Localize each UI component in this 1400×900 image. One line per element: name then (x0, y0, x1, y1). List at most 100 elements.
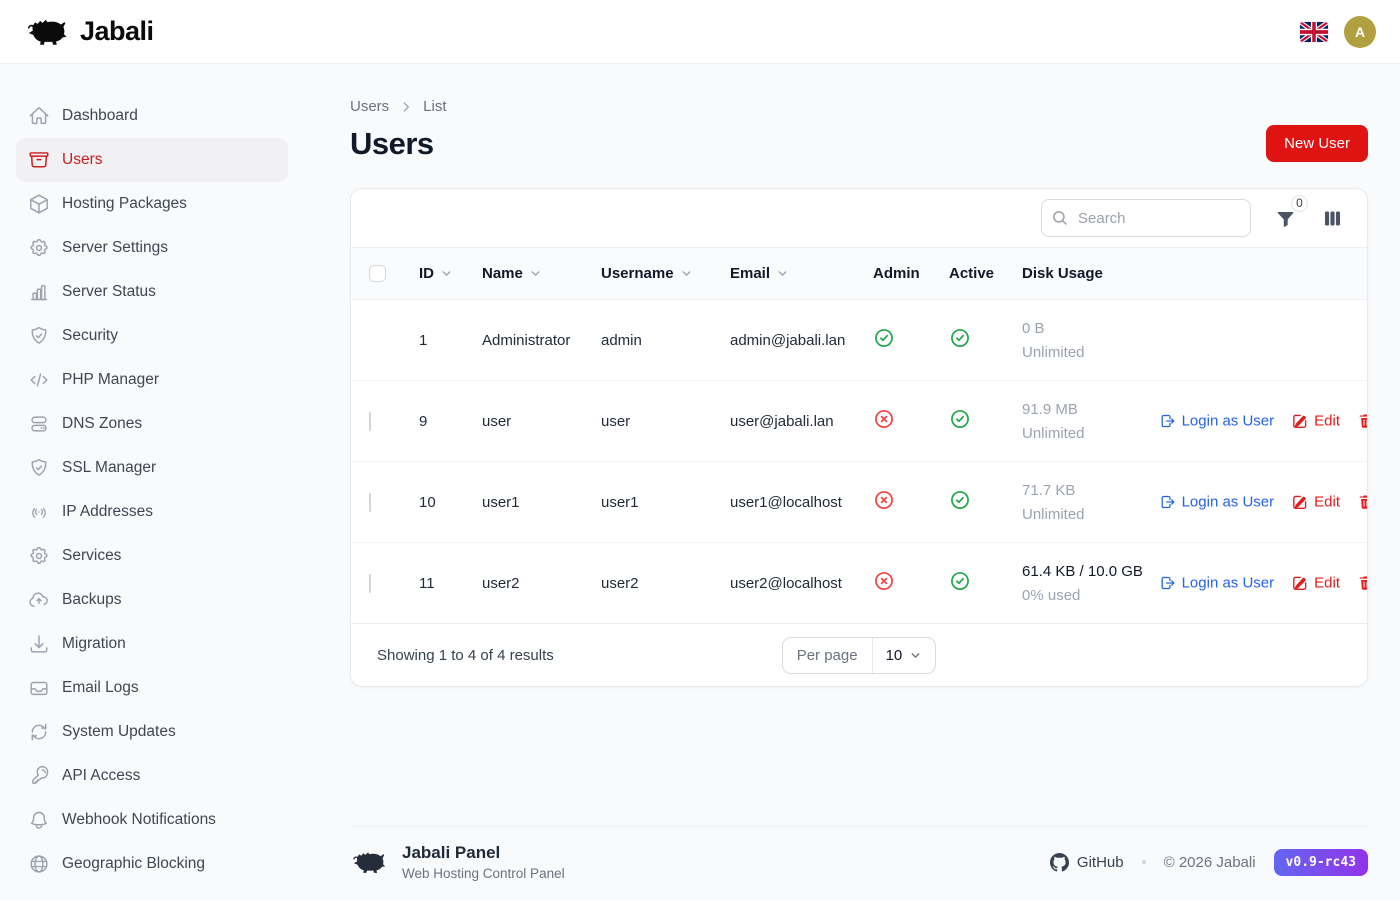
table-row: 1 Administrator admin admin@jabali.lan 0… (351, 300, 1367, 381)
sidebar-item-backups[interactable]: Backups (16, 578, 288, 622)
sidebar-item-label: Services (62, 547, 122, 564)
sidebar-item-server-status[interactable]: Server Status (16, 270, 288, 314)
delete-button[interactable] (1357, 575, 1367, 592)
boar-logo-icon (24, 15, 70, 48)
sidebar-item-security[interactable]: Security (16, 314, 288, 358)
arrow-down-tray-icon (28, 633, 50, 655)
sidebar-item-hosting-packages[interactable]: Hosting Packages (16, 182, 288, 226)
select-all-checkbox[interactable] (369, 265, 386, 282)
shield-check-icon (28, 325, 50, 347)
login-icon (1159, 494, 1176, 511)
cell-id: 10 (419, 493, 436, 511)
active-check-icon (949, 327, 1022, 353)
column-header-admin: Admin (873, 265, 920, 282)
edit-icon (1291, 413, 1308, 430)
cell-disk-usage: 0 B Unlimited (1022, 319, 1085, 361)
row-checkbox[interactable] (369, 492, 371, 512)
page-title: Users (350, 125, 434, 161)
column-header-name[interactable]: Name (482, 265, 601, 282)
footer-brand: Jabali Panel (402, 843, 501, 862)
edit-icon (1291, 494, 1308, 511)
per-page-label: Per page (783, 637, 873, 673)
funnel-icon (1277, 211, 1294, 227)
sidebar-item-geographic-blocking[interactable]: Geographic Blocking (16, 842, 288, 886)
github-link[interactable]: GitHub (1049, 852, 1124, 872)
copyright: © 2026 Jabali (1163, 853, 1256, 871)
active-check-icon (949, 408, 1022, 434)
version-badge[interactable]: v0.9-rc43 (1273, 848, 1368, 876)
cell-email: user2@localhost (730, 574, 842, 592)
table-pagination: Showing 1 to 4 of 4 results Per page 10 (351, 624, 1367, 686)
cell-id: 9 (419, 412, 428, 430)
server-icon (28, 413, 50, 435)
edit-button[interactable]: Edit (1291, 494, 1340, 511)
login-as-user-button[interactable]: Login as User (1159, 494, 1274, 511)
column-header-email[interactable]: Email (730, 265, 873, 282)
cell-username: user1 (601, 493, 639, 511)
trash-icon (1357, 413, 1367, 430)
sidebar-item-label: Backups (62, 591, 122, 608)
filter-count-badge: 0 (1291, 194, 1308, 212)
sidebar-item-label: PHP Manager (62, 371, 160, 388)
sidebar-item-ip-addresses[interactable]: IP Addresses (16, 490, 288, 534)
sidebar-item-dns-zones[interactable]: DNS Zones (16, 402, 288, 446)
sidebar-item-label: Migration (62, 635, 126, 652)
sidebar-item-label: Server Settings (62, 239, 168, 256)
filter-button[interactable]: 0 (1273, 194, 1308, 231)
sidebar-item-label: Geographic Blocking (62, 855, 206, 872)
column-header-username[interactable]: Username (601, 265, 730, 282)
sidebar-item-migration[interactable]: Migration (16, 622, 288, 666)
table-row: 11 user2 user2 user2@localhost 61.4 KB /… (351, 543, 1367, 624)
table-toolbar: 0 (351, 189, 1367, 247)
row-checkbox[interactable] (369, 411, 371, 431)
cube-icon (28, 193, 50, 215)
sidebar-item-system-updates[interactable]: System Updates (16, 710, 288, 754)
sidebar-item-server-settings[interactable]: Server Settings (16, 226, 288, 270)
user-avatar[interactable]: A (1344, 15, 1376, 48)
arrow-path-icon (28, 721, 50, 743)
edit-button[interactable]: Edit (1291, 413, 1340, 430)
signal-icon (28, 501, 50, 523)
sidebar-item-services[interactable]: Services (16, 534, 288, 578)
table-row: 10 user1 user1 user1@localhost 71.7 KB U… (351, 462, 1367, 543)
main-content: Users List Users New User 0 (304, 64, 1400, 900)
shield-check-icon (28, 457, 50, 479)
per-page-select[interactable]: Per page 10 (781, 636, 937, 674)
github-label: GitHub (1076, 853, 1124, 871)
row-checkbox[interactable] (369, 573, 371, 593)
new-user-button[interactable]: New User (1266, 125, 1368, 162)
login-as-user-button[interactable]: Login as User (1159, 413, 1274, 430)
sidebar-item-php-manager[interactable]: PHP Manager (16, 358, 288, 402)
sidebar-item-label: API Access (62, 767, 141, 784)
language-flag-icon[interactable] (1300, 21, 1328, 42)
code-bracket-icon (28, 369, 50, 391)
sidebar-item-users[interactable]: Users (16, 138, 288, 182)
column-header-active: Active (949, 265, 995, 282)
table-row: 9 user user user@jabali.lan 91.9 MB Unli… (351, 381, 1367, 462)
brand-name: Jabali (80, 16, 154, 46)
active-check-icon (949, 570, 1022, 596)
delete-button[interactable] (1357, 494, 1367, 511)
sidebar-item-ssl-manager[interactable]: SSL Manager (16, 446, 288, 490)
sidebar-item-label: Users (62, 151, 103, 168)
dot-separator (1141, 860, 1146, 864)
sidebar-item-label: Hosting Packages (62, 195, 187, 212)
breadcrumb-list[interactable]: List (423, 98, 447, 115)
chevron-right-icon (403, 101, 410, 112)
home-icon (28, 105, 50, 127)
sidebar-item-webhook-notifications[interactable]: Webhook Notifications (16, 798, 288, 842)
cell-username: admin (601, 331, 642, 349)
sidebar-item-email-logs[interactable]: Email Logs (16, 666, 288, 710)
brand-logo[interactable]: Jabali (24, 15, 154, 48)
login-as-user-button[interactable]: Login as User (1159, 575, 1274, 592)
sidebar-item-dashboard[interactable]: Dashboard (16, 94, 288, 138)
search-input[interactable] (1041, 199, 1251, 237)
edit-button[interactable]: Edit (1291, 575, 1340, 592)
breadcrumb-users[interactable]: Users (350, 98, 390, 115)
delete-button[interactable] (1357, 413, 1367, 430)
toggle-columns-button[interactable] (1320, 206, 1345, 231)
sidebar-item-api-access[interactable]: API Access (16, 754, 288, 798)
breadcrumb: Users List (350, 98, 1368, 115)
column-header-id[interactable]: ID (419, 265, 482, 282)
